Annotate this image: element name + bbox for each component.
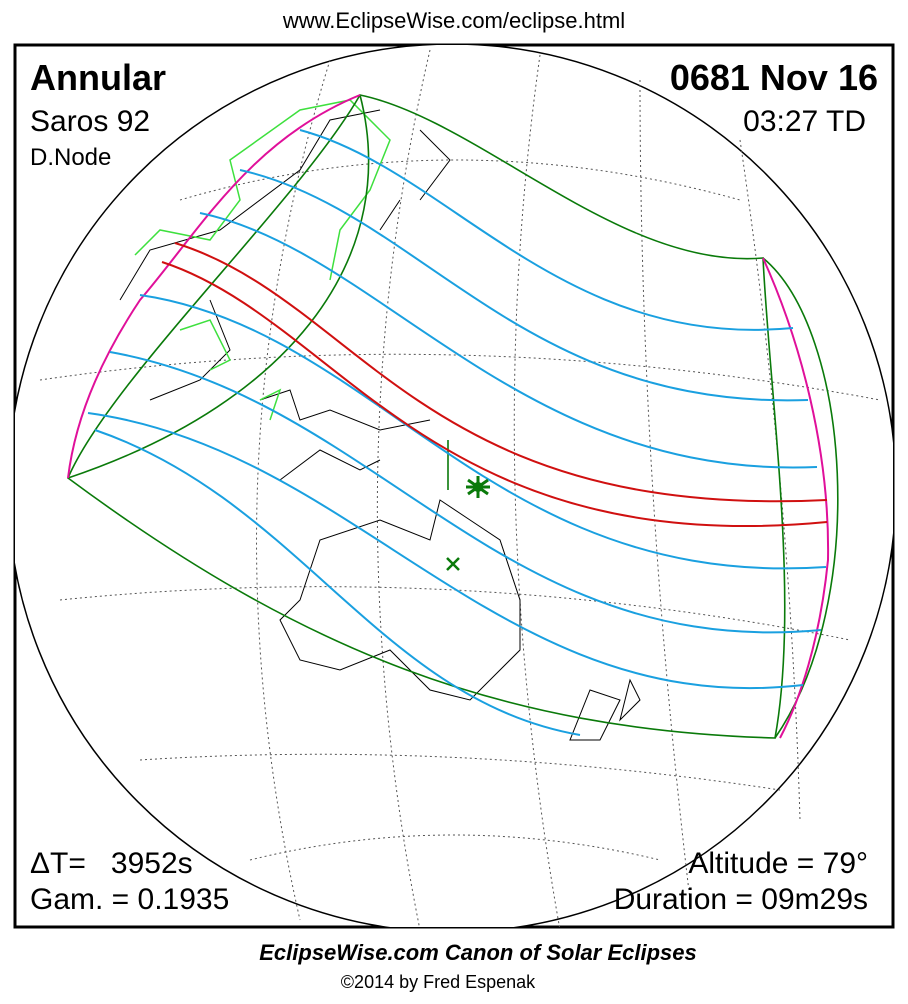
node: D.Node: [30, 144, 111, 171]
copyright: ©2014 by Fred Espenak: [341, 972, 536, 992]
date: 0681 Nov 16: [670, 57, 878, 98]
saros: Saros 92: [30, 105, 150, 138]
url: www.EclipseWise.com/eclipse.html: [282, 8, 625, 33]
time: 03:27 TD: [743, 105, 866, 138]
altitude: Altitude = 79°: [688, 847, 868, 880]
footer-title: EclipseWise.com Canon of Solar Eclipses: [259, 940, 697, 965]
globe: [15, 45, 893, 927]
eclipse-type: Annular: [30, 57, 166, 98]
delta-t: ΔT= 3952s: [30, 847, 193, 880]
gamma: Gam. = 0.1935: [30, 883, 229, 916]
duration: Duration = 09m29s: [614, 883, 868, 916]
